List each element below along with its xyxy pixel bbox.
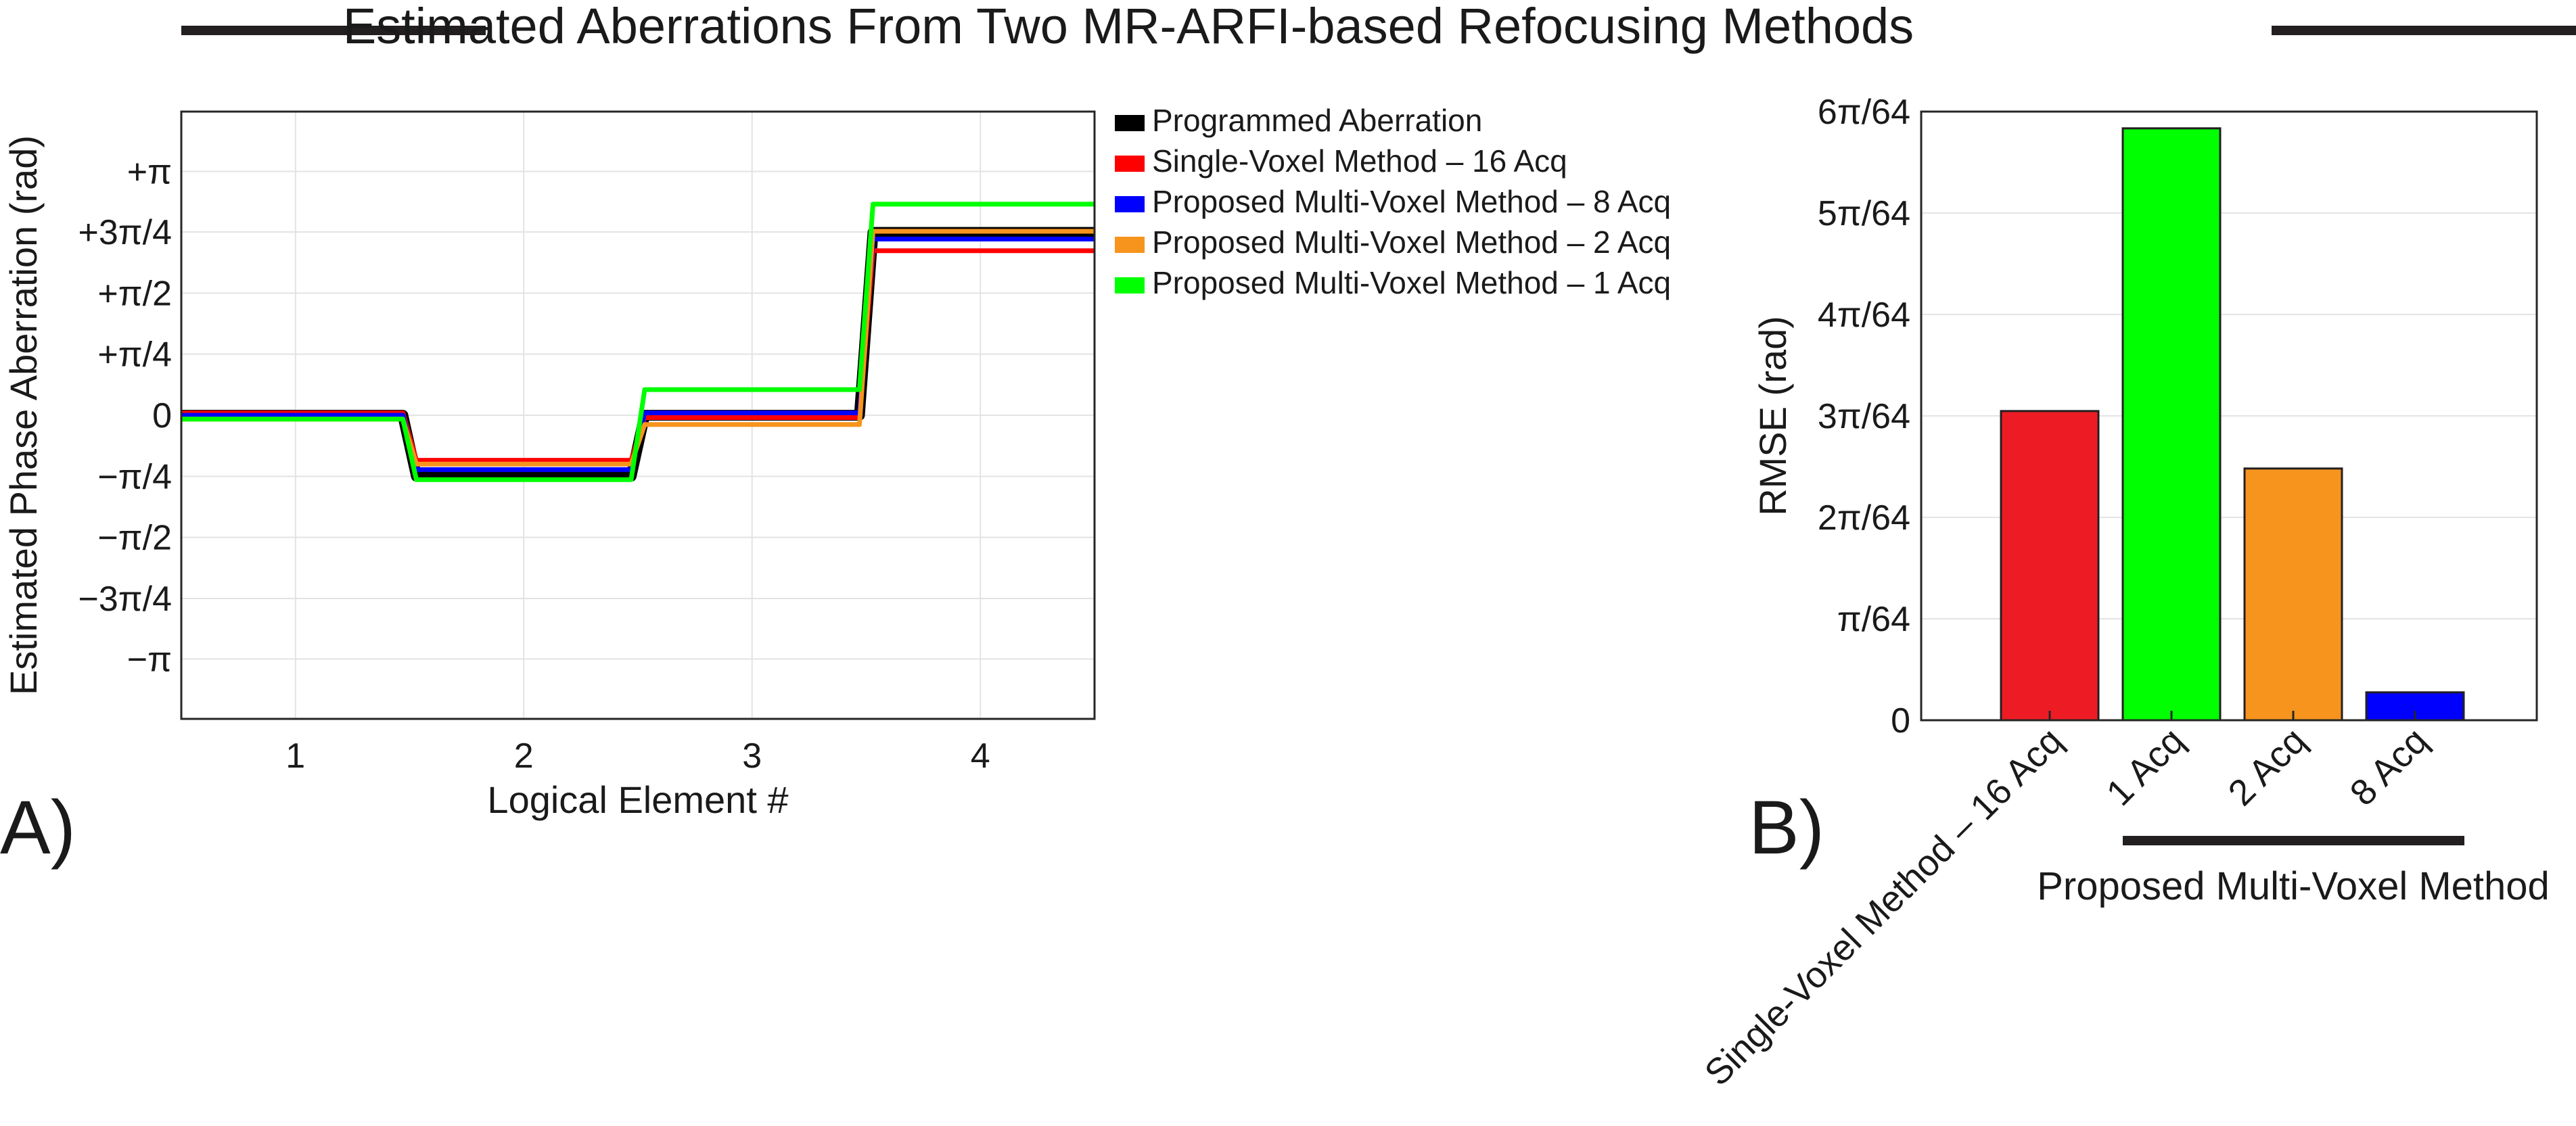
panel-b-bar-chart: 0 π/64 2π/64 3π/64 4π/64 5π/64 6π/64 Single-Vox… (1697, 93, 2550, 1094)
panel-b-bars (2000, 127, 2465, 722)
panel-b-group-label: Proposed Multi-Voxel Method (2037, 864, 2550, 908)
panel-a-ticks: 1 2 3 4 +π +3π/4 +π/2 +π/4 0 −π/4 −π/2 −3π/4 −π (78, 152, 990, 776)
panel-b-y-tick-label: 5π/64 (1818, 194, 1910, 233)
panel-a-axes-box (180, 110, 1096, 720)
panel-a-line-chart: 1 2 3 4 +π +3π/4 +π/2 +π/4 0 −π/4 −π/2 −3π/4 −π Logi… (0, 103, 1671, 870)
panel-a-y-tick-label: −π (127, 640, 172, 680)
panel-a-legend-label: Proposed Multi-Voxel Method – 1 Acq (1152, 265, 1671, 300)
panel-a-legend-swatch (1115, 115, 1145, 131)
panel-a-y-tick-label: +3π/4 (78, 213, 172, 252)
panel-a-x-axis-label: Logical Element # (487, 778, 788, 821)
panel-b-x-tick-label: 8 Acq (2343, 720, 2436, 814)
panel-b-label: B) (1749, 785, 1824, 870)
panel-b-bar (2000, 410, 2100, 722)
panel-a-legend-label: Single-Voxel Method – 16 Acq (1152, 143, 1567, 179)
panel-b-y-axis-label: RMSE (rad) (1751, 316, 1794, 516)
panel-a-x-tick-label: 3 (742, 736, 762, 776)
figure-title: Estimated Aberrations From Two MR-ARFI-b… (343, 0, 1914, 54)
panel-a-y-tick-label: −π/4 (97, 457, 172, 496)
panel-a-y-tick-label: 0 (152, 396, 172, 436)
panel-a-y-tick-label: +π (127, 152, 172, 191)
panel-a-legend-label: Proposed Multi-Voxel Method – 2 Acq (1152, 225, 1671, 260)
panel-a-x-tick-label: 2 (514, 736, 534, 776)
panel-a-gridlines (181, 112, 1095, 719)
panel-b-bar (2243, 467, 2343, 722)
panel-a-y-tick-label: +π/2 (97, 274, 172, 313)
panel-a-legend-label: Proposed Multi-Voxel Method – 8 Acq (1152, 184, 1671, 219)
panel-b-x-tick-label: 1 Acq (2099, 720, 2192, 814)
panel-b-y-tick-label: 2π/64 (1818, 498, 1910, 538)
panel-a-x-tick-label: 4 (971, 736, 990, 776)
panel-b-axes-box (1920, 110, 2538, 722)
panel-a-x-tick-label: 1 (285, 736, 305, 776)
panel-a-series-lines (181, 202, 1095, 482)
panel-a-label: A) (0, 785, 76, 870)
panel-b-y-tick-label: 0 (1891, 701, 1910, 741)
panel-a-y-tick-label: +π/4 (97, 335, 172, 375)
panel-a-y-axis-label: Estimated Phase Aberration (rad) (2, 135, 45, 695)
panel-a-y-tick-label: −3π/4 (78, 580, 172, 619)
panel-a-legend-swatch (1115, 237, 1145, 253)
panel-b-y-tick-label: 3π/64 (1818, 397, 1910, 436)
panel-b-bar (2121, 127, 2222, 722)
panel-b-y-tick-label: 6π/64 (1818, 93, 1910, 132)
panel-a-legend-swatch (1115, 277, 1145, 294)
panel-b-x-tick-label: Single-Voxel Method – 16 Acq (1697, 720, 2071, 1094)
panel-a-legend-label: Programmed Aberration (1152, 103, 1482, 138)
panel-a-legend-swatch (1115, 196, 1145, 212)
panel-b-y-tick-label: π/64 (1837, 600, 1910, 639)
panel-a-legend: Programmed Aberration Single-Voxel Method… (1115, 103, 1671, 300)
panel-b-y-tick-label: 4π/64 (1818, 296, 1910, 335)
panel-a-legend-swatch (1115, 156, 1145, 172)
panel-a-series-line (181, 202, 1095, 482)
panel-b-x-tick-label: 2 Acq (2221, 720, 2314, 814)
panel-a-y-tick-label: −π/2 (97, 519, 172, 558)
